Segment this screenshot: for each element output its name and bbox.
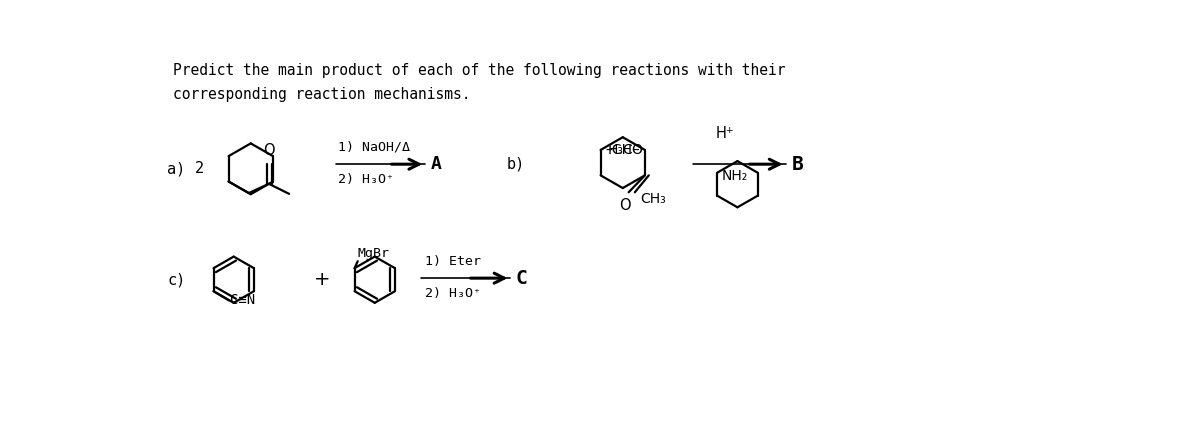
Text: CH₃: CH₃ — [640, 192, 666, 206]
Text: –CHO: –CHO — [605, 143, 643, 157]
Text: corresponding reaction mechanisms.: corresponding reaction mechanisms. — [173, 87, 470, 102]
Text: O: O — [619, 198, 630, 212]
Text: +: + — [314, 270, 330, 289]
Text: MgBr: MgBr — [358, 247, 390, 261]
Text: Predict the main product of each of the following reactions with their: Predict the main product of each of the … — [173, 62, 786, 77]
Text: a): a) — [167, 162, 185, 176]
Text: C≡N: C≡N — [230, 293, 254, 307]
Text: A: A — [431, 155, 442, 173]
Text: NH₂: NH₂ — [722, 169, 749, 183]
Text: 1) NaOH/Δ: 1) NaOH/Δ — [337, 141, 409, 154]
Text: H⁺: H⁺ — [715, 126, 734, 141]
Text: 2) H₃O⁺: 2) H₃O⁺ — [425, 287, 481, 300]
Text: 2) H₃O⁺: 2) H₃O⁺ — [337, 173, 394, 186]
Text: b): b) — [506, 157, 524, 172]
Text: O: O — [263, 143, 275, 159]
Text: 1) Eter: 1) Eter — [425, 255, 481, 268]
Text: B: B — [792, 155, 804, 174]
Text: H₃C–: H₃C– — [607, 143, 641, 157]
Text: c): c) — [167, 272, 185, 287]
Text: C: C — [516, 269, 528, 288]
Text: 2: 2 — [194, 162, 204, 176]
